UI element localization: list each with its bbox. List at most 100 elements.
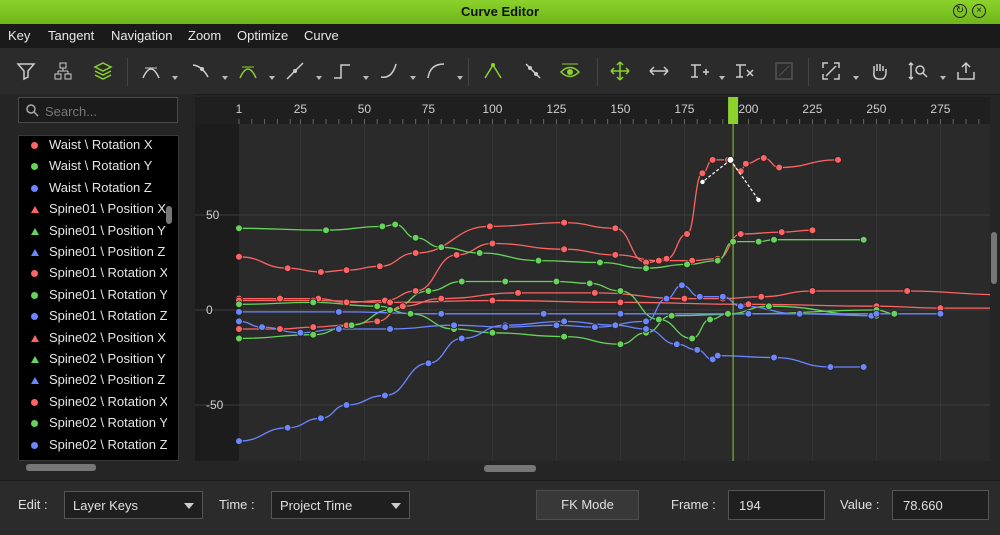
keyframe-point[interactable] [411, 234, 420, 242]
track-list-vertical-scrollbar[interactable] [166, 206, 172, 224]
keyframe-point[interactable] [560, 245, 568, 254]
keyframe-point[interactable] [795, 310, 804, 318]
animation-curve[interactable] [238, 229, 813, 304]
keyframe-point[interactable] [708, 355, 717, 364]
keyframe-point[interactable] [235, 437, 243, 445]
keyframe-point[interactable] [424, 359, 433, 368]
track-list[interactable]: Waist \ Rotation X Waist \ Rotation Y Wais… [18, 135, 179, 461]
track-item[interactable]: Spine01 \ Rotation Y [19, 285, 167, 306]
keyframe-point[interactable] [335, 325, 343, 333]
keyframe-point[interactable] [437, 310, 446, 318]
graph-vertical-scrollbar[interactable] [991, 232, 997, 284]
keyframe-point[interactable] [777, 228, 786, 236]
keyframe-point[interactable] [381, 391, 389, 400]
track-item[interactable]: Spine02 \ Position X [19, 328, 167, 349]
keyframe-point[interactable] [765, 302, 773, 311]
keyframe-point[interactable] [757, 292, 766, 301]
bezier-icon[interactable] [425, 60, 447, 82]
keyframe-point[interactable] [770, 353, 778, 362]
layers-icon[interactable] [92, 60, 114, 82]
keyframe-point[interactable] [742, 159, 750, 168]
keyframe-point[interactable] [591, 289, 599, 297]
keyframe-point[interactable] [560, 317, 568, 326]
keyframe-point[interactable] [713, 351, 722, 360]
keyframe-point[interactable] [662, 294, 671, 303]
zoom-value-icon[interactable] [907, 60, 929, 82]
keyframe-point[interactable] [488, 296, 497, 305]
track-item[interactable]: Spine02 \ Position Z [19, 370, 167, 391]
keyframe-point[interactable] [834, 156, 842, 164]
keyframe-point[interactable] [411, 287, 420, 295]
animation-curve[interactable] [239, 311, 941, 315]
menu-optimize[interactable]: Optimize [237, 28, 289, 43]
keyframe-point[interactable] [539, 310, 548, 318]
keyframe-point[interactable] [386, 325, 394, 333]
keyframe-point[interactable] [399, 302, 407, 311]
linear-tangent-icon[interactable] [284, 60, 306, 82]
tangent-handle[interactable] [756, 197, 761, 203]
keyframe-point[interactable] [501, 323, 510, 331]
keyframe-point[interactable] [411, 249, 420, 257]
keyframe-point[interactable] [235, 300, 243, 309]
keyframe-point[interactable] [611, 321, 620, 330]
keyframe-point[interactable] [534, 256, 543, 265]
keyframe-point[interactable] [309, 323, 318, 331]
refresh-icon[interactable]: ↻ [953, 4, 967, 18]
keyframe-point[interactable] [296, 329, 305, 337]
keyframe-point[interactable] [680, 294, 689, 303]
track-item[interactable]: Waist \ Rotation Z [19, 178, 167, 199]
frame-input[interactable] [737, 497, 821, 514]
track-item[interactable]: Spine01 \ Position Y [19, 221, 167, 242]
tangent-handle[interactable] [700, 179, 705, 185]
keyframe-point[interactable] [335, 308, 343, 316]
keyframe-point[interactable] [936, 310, 945, 318]
keyframe-point[interactable] [235, 308, 243, 316]
keyframe-point[interactable] [859, 235, 868, 244]
keyframe-point[interactable] [457, 277, 466, 286]
keyframe-point[interactable] [655, 256, 663, 265]
keyframe-point[interactable] [235, 253, 243, 261]
unify-tangent-icon[interactable] [522, 60, 544, 82]
selected-keyframe[interactable] [726, 155, 735, 164]
keyframe-point[interactable] [283, 423, 292, 432]
keyframe-point[interactable] [376, 262, 384, 271]
keyframe-point[interactable] [719, 292, 727, 301]
ease-curve-icon[interactable] [378, 60, 400, 82]
keyframe-point[interactable] [437, 243, 446, 252]
keyframe-point[interactable] [706, 315, 714, 324]
value-field[interactable] [892, 490, 989, 520]
auto-tangent-icon[interactable] [140, 60, 162, 82]
step-tangent-icon[interactable] [331, 60, 353, 82]
keyframe-point[interactable] [859, 363, 868, 371]
keyframe-point[interactable] [642, 325, 650, 333]
keyframe-point[interactable] [872, 310, 881, 318]
export-icon[interactable] [955, 60, 977, 82]
keyframe-point[interactable] [552, 321, 561, 330]
delete-key-icon[interactable] [733, 60, 755, 82]
keyframe-point[interactable] [488, 239, 497, 248]
keyframe-point[interactable] [391, 220, 399, 229]
keyframe-point[interactable] [373, 302, 382, 311]
keyframe-point[interactable] [759, 154, 768, 162]
keyframe-point[interactable] [616, 298, 625, 307]
animation-curve[interactable] [238, 320, 864, 442]
track-item[interactable]: Spine01 \ Position Z [19, 242, 167, 263]
close-icon[interactable]: × [972, 4, 986, 18]
edit-dropdown[interactable]: Layer Keys [64, 491, 203, 519]
keyframe-point[interactable] [775, 163, 783, 172]
menu-curve[interactable]: Curve [304, 28, 339, 43]
keyframe-point[interactable] [437, 294, 446, 303]
keyframe-point[interactable] [708, 156, 717, 164]
keyframe-point[interactable] [424, 287, 433, 295]
track-item[interactable]: Spine02 \ Rotation X [19, 392, 167, 413]
frame-ruler[interactable] [195, 97, 990, 124]
keyframe-point[interactable] [452, 251, 461, 259]
keyframe-point[interactable] [596, 258, 604, 267]
keyframe-point[interactable] [378, 222, 387, 231]
keyframe-point[interactable] [560, 332, 568, 341]
keyframe-point[interactable] [736, 230, 745, 238]
add-key-icon[interactable] [688, 60, 710, 82]
keyframe-point[interactable] [903, 287, 911, 295]
keyframe-point[interactable] [678, 281, 686, 290]
smooth-tangent-icon[interactable] [237, 60, 259, 82]
